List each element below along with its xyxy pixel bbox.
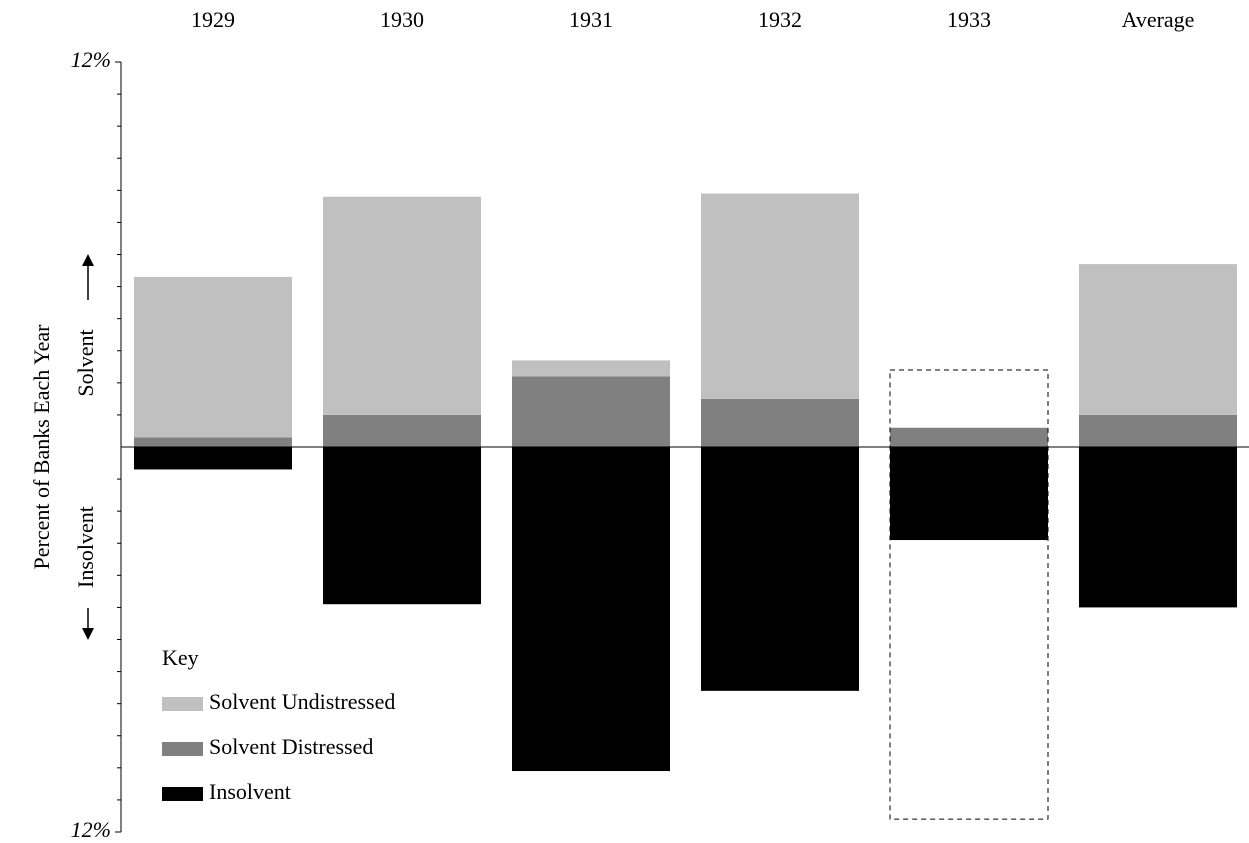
bar <box>701 398 859 447</box>
x-tick-label: 1933 <box>947 7 991 32</box>
x-tick-label: 1930 <box>380 7 424 32</box>
bar <box>512 360 670 377</box>
bar <box>134 276 292 438</box>
solvent-arrow <box>82 254 94 300</box>
bar <box>1079 447 1237 608</box>
y-tick-label: 12% <box>71 47 111 72</box>
bar <box>1079 414 1237 447</box>
x-tick-label: 1931 <box>569 7 613 32</box>
bar <box>890 447 1048 541</box>
bar <box>1079 264 1237 415</box>
x-tick-label: 1932 <box>758 7 802 32</box>
x-tick-label: 1929 <box>191 7 235 32</box>
x-tick-label: Average <box>1122 7 1195 32</box>
legend-label: Solvent Undistressed <box>209 689 395 714</box>
bar <box>512 447 670 772</box>
bar <box>323 447 481 605</box>
bar <box>701 447 859 691</box>
legend-label: Insolvent <box>209 779 291 804</box>
insolvent-label: Insolvent <box>73 506 98 588</box>
bar <box>323 414 481 447</box>
dashed-outline <box>889 369 1049 820</box>
insolvent-arrow <box>82 608 94 640</box>
legend-title: Key <box>162 645 199 670</box>
y-tick-label: 12% <box>71 817 111 842</box>
bar <box>323 196 481 415</box>
y-axis-label: Percent of Banks Each Year <box>29 324 54 570</box>
legend-label: Solvent Distressed <box>209 734 373 759</box>
legend-swatch <box>162 697 203 711</box>
legend-swatch <box>162 787 203 801</box>
solvent-label: Solvent <box>73 329 98 396</box>
bar <box>701 193 859 399</box>
bar <box>134 447 292 470</box>
bar <box>134 437 292 447</box>
legend-swatch <box>162 742 203 756</box>
bar <box>512 376 670 447</box>
bar <box>890 427 1048 447</box>
